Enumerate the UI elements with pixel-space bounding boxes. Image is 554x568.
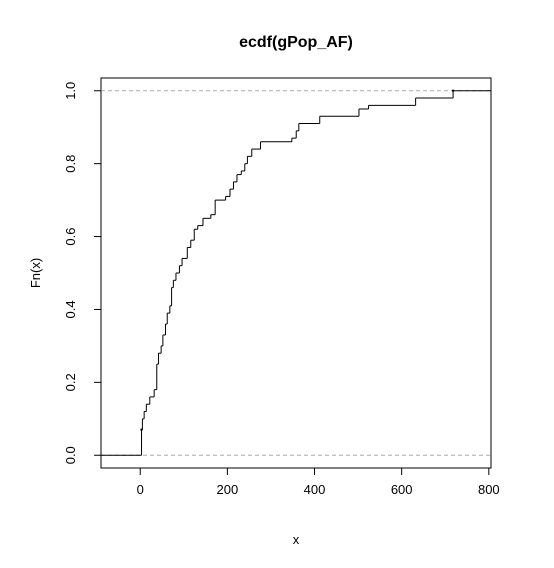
ecdf-point-1 xyxy=(451,89,455,92)
y-axis-label: Fn(x) xyxy=(28,258,43,288)
x-tick-label-0: 0 xyxy=(137,482,144,497)
reference-lines xyxy=(101,90,491,456)
ecdf-series xyxy=(101,89,491,456)
x-tick-label-1: 200 xyxy=(217,482,239,497)
y-tick-label-3: 0.6 xyxy=(63,228,78,246)
y-tick-label-1: 0.2 xyxy=(63,373,78,391)
x-tick-label-3: 600 xyxy=(391,482,413,497)
x-tick-label-2: 400 xyxy=(304,482,326,497)
y-tick-label-2: 0.4 xyxy=(63,300,78,318)
y-tick-label-0: 0.0 xyxy=(63,446,78,464)
chart-title: ecdf(gPop_AF) xyxy=(239,34,353,51)
y-tick-label-5: 1.0 xyxy=(63,82,78,100)
x-axis: 0 200 400 600 800 xyxy=(137,467,500,497)
y-axis: 0.0 0.2 0.4 0.6 0.8 1.0 xyxy=(63,82,102,464)
ecdf-point-0 xyxy=(140,428,143,431)
x-axis-label: x xyxy=(293,532,300,547)
y-tick-label-4: 0.8 xyxy=(63,155,78,173)
x-tick-label-4: 800 xyxy=(478,482,500,497)
